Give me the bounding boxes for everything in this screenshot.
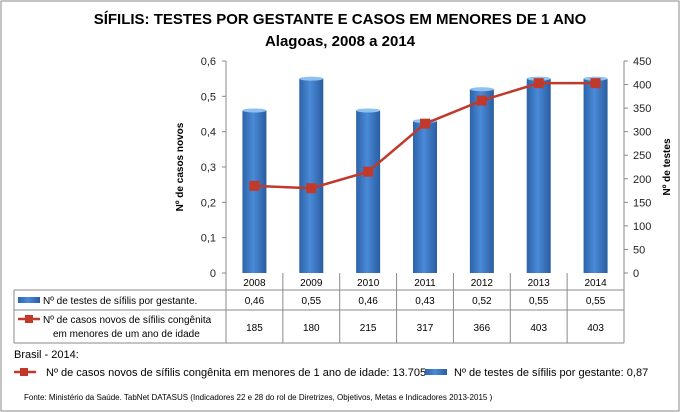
line-marker: [306, 183, 317, 194]
category-label: 2008: [243, 278, 266, 289]
line-marker: [533, 78, 544, 89]
bar-value-label: 0,46: [358, 296, 378, 307]
right-axis-label: Nº de testes: [662, 138, 673, 195]
category-label: 2011: [414, 278, 436, 289]
right-tick-label: 200: [633, 174, 651, 186]
legend-marker-icon: [20, 368, 28, 376]
bar: [413, 121, 437, 273]
bar: [242, 110, 267, 273]
right-tick-label: 400: [633, 80, 651, 92]
category-label: 2013: [528, 278, 551, 289]
bar-top: [356, 108, 381, 113]
bar: [583, 78, 608, 274]
right-tick-label: 350: [633, 103, 651, 115]
category-label: 2009: [300, 278, 323, 289]
right-tick-label: 150: [633, 197, 651, 209]
bar-value-label: 0,43: [415, 296, 435, 307]
left-tick-label: 0,5: [201, 91, 216, 103]
brasil-testes: Nº de testes de sífilis por gestante: 0,…: [454, 367, 648, 379]
bar: [299, 78, 324, 274]
line-value-label: 366: [474, 323, 491, 334]
legend-bar-icon: [425, 369, 447, 375]
bar-value-label: 0,52: [472, 296, 492, 307]
bar-value-label: 0,55: [586, 296, 606, 307]
legend-line: em menores de um ano de idade: [53, 329, 200, 340]
line-value-label: 185: [246, 323, 263, 334]
right-tick-label: 0: [633, 268, 639, 280]
left-tick-label: 0,3: [201, 162, 216, 174]
left-tick-label: 0,6: [201, 56, 216, 68]
line-value-label: 180: [303, 323, 320, 334]
left-tick-label: 0,1: [201, 233, 216, 245]
right-tick-label: 50: [633, 244, 645, 256]
legend-bars: Nº de testes de sífilis por gestante.: [43, 296, 197, 307]
bar-value-label: 0,55: [302, 296, 322, 307]
right-tick-label: 100: [633, 221, 651, 233]
left-axis-label: Nº de casos novos: [175, 122, 186, 211]
left-tick-label: 0: [210, 268, 216, 280]
bar-top: [242, 108, 267, 113]
legend-bar-icon: [18, 297, 40, 303]
bar-value-label: 0,46: [245, 296, 265, 307]
brasil-header: Brasil - 2014:: [14, 349, 79, 361]
line-value-label: 317: [417, 323, 434, 334]
line-marker: [476, 95, 487, 106]
category-label: 2010: [357, 278, 380, 289]
left-tick-label: 0,2: [201, 197, 216, 209]
chart-subtitle: Alagoas, 2008 a 2014: [265, 33, 416, 50]
right-tick-label: 450: [633, 56, 651, 68]
line-marker: [363, 166, 374, 177]
category-label: 2014: [584, 278, 607, 289]
line-value-label: 215: [360, 323, 377, 334]
line-value-label: 403: [587, 323, 604, 334]
bar: [526, 78, 551, 274]
category-label: 2012: [471, 278, 494, 289]
source-note: Fonte: Ministério da Saúde. TabNet DATAS…: [24, 393, 493, 402]
brasil-casos: Nº de casos novos de sífilis congênita e…: [46, 367, 426, 379]
line-marker: [249, 180, 260, 191]
line-value-label: 403: [530, 323, 547, 334]
bar: [469, 89, 494, 274]
bar: [356, 110, 381, 273]
bar-top: [469, 87, 494, 92]
line-marker: [590, 78, 601, 89]
right-tick-label: 300: [633, 127, 651, 139]
chart-title: SÍFILIS: TESTES POR GESTANTE E CASOS EM …: [94, 11, 587, 28]
right-tick-label: 250: [633, 150, 651, 162]
legend-line: Nº de casos novos de sífilis congênita: [43, 315, 212, 326]
bar-top: [299, 76, 324, 81]
bar-value-label: 0,55: [529, 296, 549, 307]
legend-marker-icon: [25, 315, 33, 323]
line-marker: [420, 118, 430, 129]
left-tick-label: 0,4: [201, 127, 216, 139]
